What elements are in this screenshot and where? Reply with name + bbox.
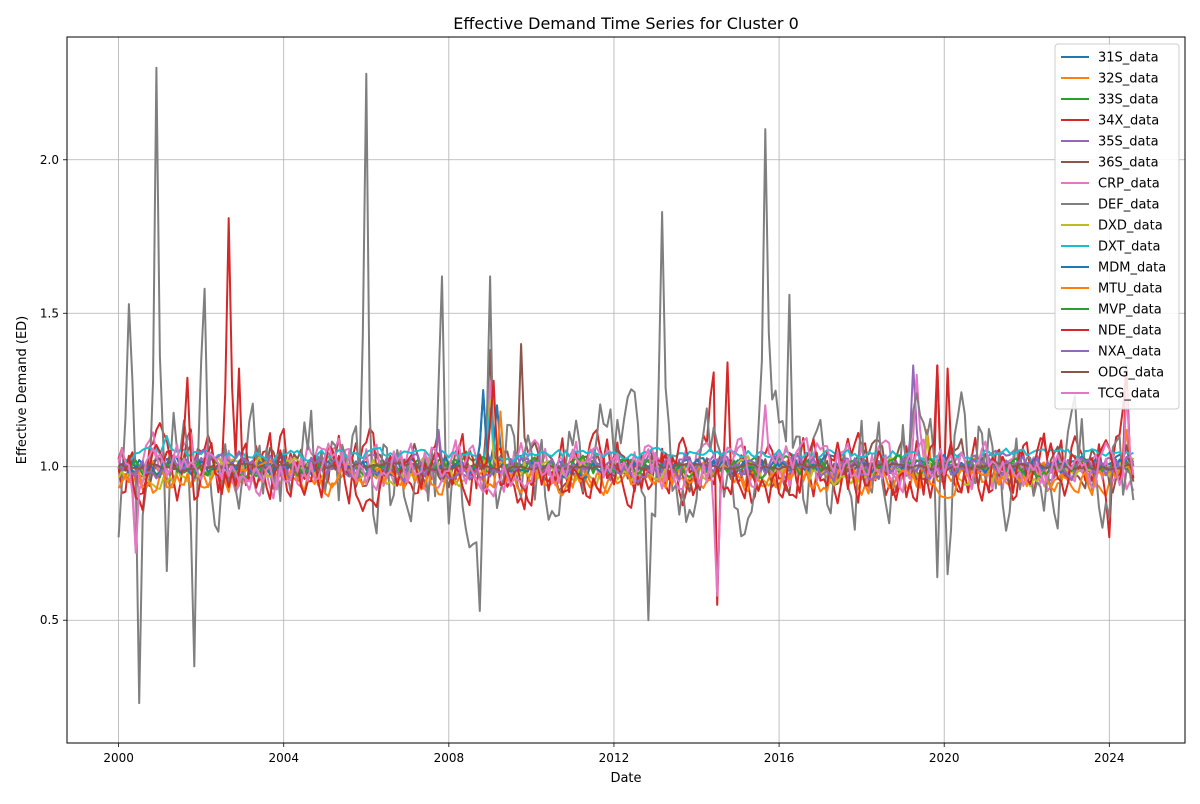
legend-label: 33S_data — [1098, 93, 1159, 108]
legend-label: ODG_data — [1098, 366, 1164, 381]
legend-label: TCG_data — [1097, 387, 1160, 402]
x-tick-label: 2012 — [599, 751, 630, 765]
legend-label: 36S_data — [1098, 156, 1159, 171]
x-axis-label: Date — [610, 771, 641, 786]
series-line-tcg-data — [117, 389, 1135, 597]
legend-label: MDM_data — [1098, 261, 1166, 276]
x-tick-label: 2024 — [1094, 751, 1125, 765]
legend-label: 34X_data — [1098, 114, 1159, 129]
x-tick-label: 2016 — [764, 751, 795, 765]
grid — [67, 37, 1185, 743]
legend-label: DXT_data — [1098, 240, 1160, 255]
legend-label: DXD_data — [1098, 219, 1163, 234]
y-axis-label: Effective Demand (ED) — [15, 316, 30, 464]
legend-label: CRP_data — [1098, 177, 1160, 192]
y-tick-label: 1.0 — [40, 460, 59, 474]
plot-area-frame — [66, 36, 1186, 744]
series-line-def-data — [117, 66, 1135, 705]
y-tick-label: 1.5 — [40, 306, 59, 320]
x-tick-label: 2008 — [434, 751, 465, 765]
legend-label: NXA_data — [1098, 345, 1161, 360]
y-tick-label: 2.0 — [40, 153, 59, 167]
axis-ticks: 2000 2004 2008 2012 2016 2020 2024 0.5 1.0 1.5 2.0 — [40, 153, 1125, 765]
y-tick-label: 0.5 — [40, 613, 59, 627]
legend-box — [1054, 43, 1180, 410]
legend-label: 35S_data — [1098, 135, 1159, 150]
legend-label: NDE_data — [1098, 324, 1162, 339]
series-line-nde-data — [117, 364, 1135, 512]
x-tick-label: 2000 — [103, 751, 134, 765]
legend-label: MTU_data — [1098, 282, 1162, 297]
x-tick-label: 2020 — [929, 751, 960, 765]
legend-label: MVP_data — [1098, 303, 1162, 318]
x-tick-label: 2004 — [268, 751, 299, 765]
series-line-dxd-data — [117, 398, 1135, 490]
chart-title: Effective Demand Time Series for Cluster… — [453, 14, 799, 33]
legend-label: 31S_data — [1098, 51, 1159, 66]
legend-label: DEF_data — [1098, 198, 1159, 213]
legend: 31S_data 32S_data 33S_data 34X_data 35S_data… — [1054, 43, 1180, 410]
series-lines — [117, 66, 1135, 705]
legend-label: 32S_data — [1098, 72, 1159, 87]
